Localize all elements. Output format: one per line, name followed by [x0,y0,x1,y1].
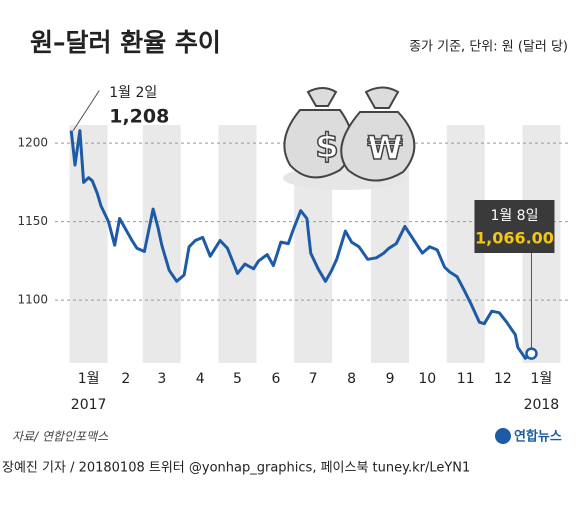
annotation-box [474,200,555,253]
money-bags: $ ₩ [283,86,416,190]
annotation-date: 1월 8일 [490,208,538,224]
year-label: 2018 [524,397,560,413]
data-line [69,129,533,360]
svg-text:₩: ₩ [367,129,402,167]
year-label: 2017 [71,397,107,413]
source: 자료/ 연합인포맥스 [12,430,109,444]
x-tick-label: 4 [196,371,205,387]
annotation-value: 1,208 [109,106,169,128]
y-tick-label: 1200 [17,136,48,150]
annotation-date: 1월 2일 [109,85,157,101]
credit: 장예진 기자 / 20180108 트위터 @yonhap_graphics, … [2,461,470,476]
x-tick-label: 12 [494,371,512,387]
logo-icon [495,428,511,444]
y-tick-label: 1150 [17,214,48,228]
svg-text:$: $ [315,127,339,167]
annotation-value: 1,066.00 [475,229,554,248]
x-tick-label: 11 [457,371,475,387]
logo: 연합뉴스 [514,429,562,445]
x-tick-label: 1월 [78,371,100,387]
x-tick-label: 8 [347,371,356,387]
x-tick-label: 1월 [530,371,552,387]
x-tick-label: 6 [271,371,280,387]
chart-title: 원–달러 환율 추이 [30,28,221,57]
x-tick-label: 3 [157,371,166,387]
x-tick-label: 7 [309,371,318,387]
chart-subtitle: 종가 기준, 단위: 원 (달러 당) [409,40,568,55]
x-tick-label: 5 [233,371,242,387]
y-tick-label: 1100 [17,293,48,307]
annotation-leader [72,90,100,131]
end-marker [525,347,538,360]
x-tick-label: 9 [386,371,395,387]
x-tick-label: 10 [418,371,436,387]
x-tick-label: 2 [121,371,130,387]
